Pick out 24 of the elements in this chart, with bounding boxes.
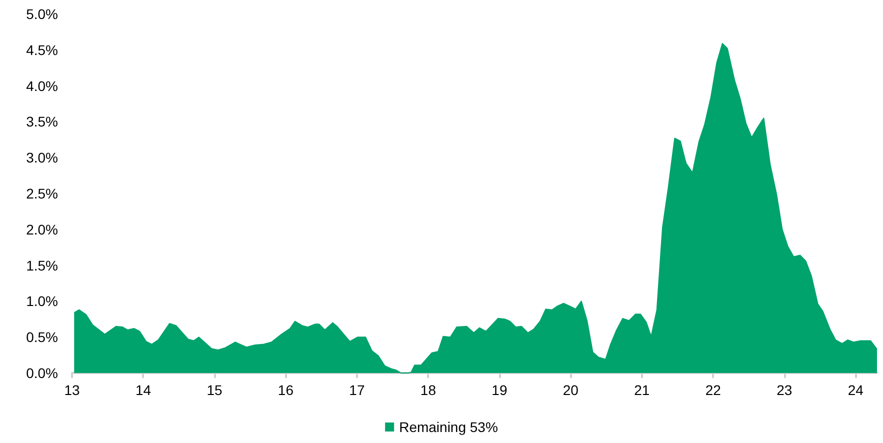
x-tick-label: 20 [562,382,579,398]
x-tick-label: 13 [64,382,80,398]
x-tick-label: 15 [206,382,222,398]
y-tick-label: 0.0% [26,365,58,381]
y-tick-label: 1.0% [26,293,58,310]
y-tick-label: 3.5% [26,114,58,130]
y-tick-label: 4.5% [26,42,58,58]
x-tick-label: 21 [634,382,650,398]
y-tick-label: 2.5% [26,186,58,202]
x-tick-label: 24 [848,382,864,398]
y-tick-label: 0.5% [26,329,58,346]
y-tick-label: 3.0% [26,150,58,166]
y-tick-label: 5.0% [26,6,58,22]
x-tick-label: 19 [492,382,508,398]
x-tick-label: 22 [705,382,722,398]
x-tick-label: 23 [776,382,792,398]
y-tick-label: 2.0% [26,221,58,238]
x-tick-label: 18 [420,382,436,398]
x-tick-label: 14 [135,382,152,398]
y-tick-label: 1.5% [26,257,58,274]
legend-label: Remaining 53% [399,419,498,435]
x-tick-label: 17 [349,382,365,398]
x-tick-label: 16 [278,382,294,398]
y-tick-label: 4.0% [26,78,58,94]
